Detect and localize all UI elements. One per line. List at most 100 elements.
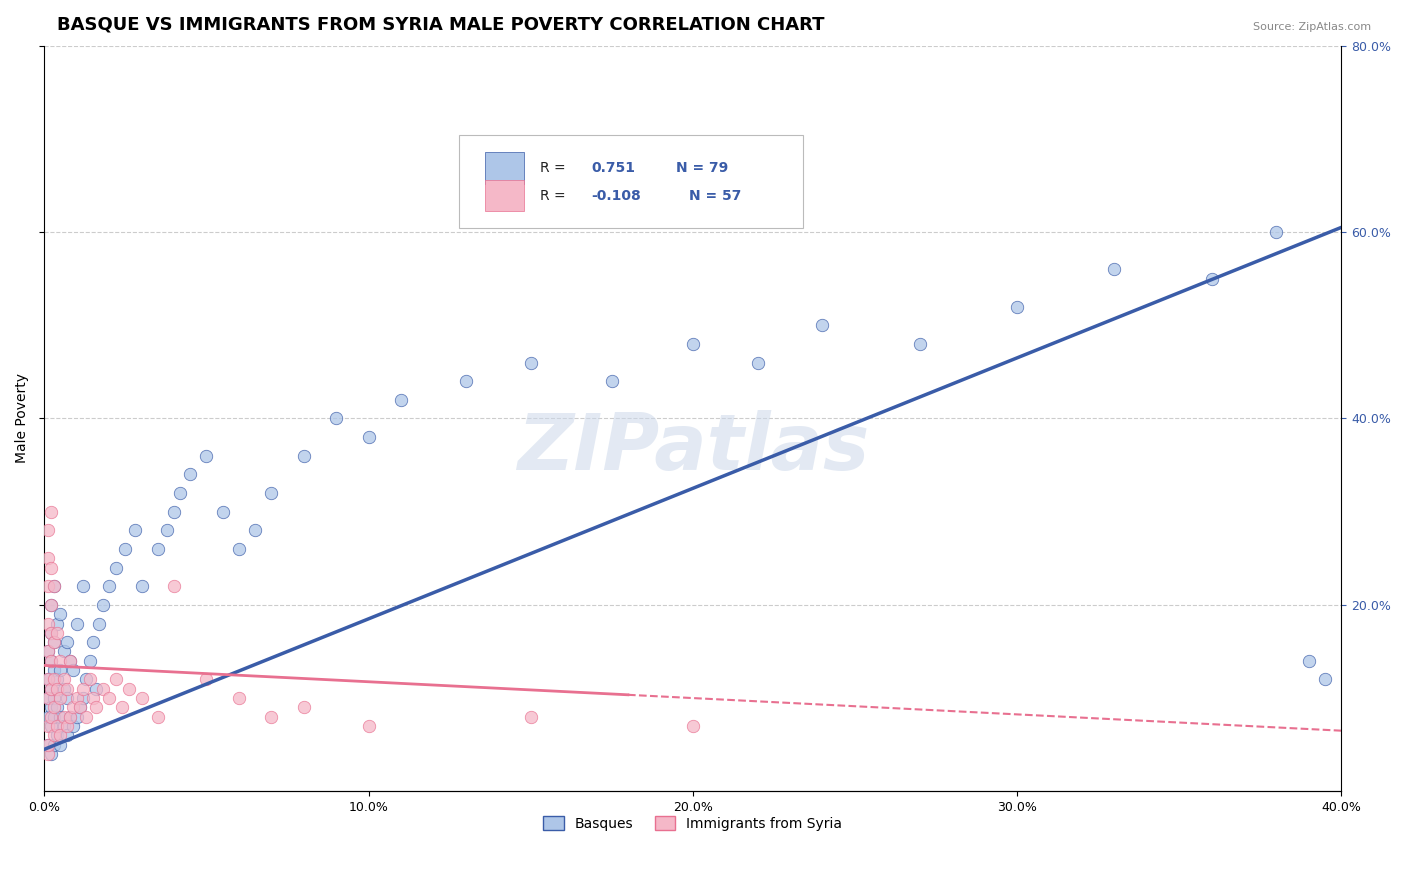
Point — [69, 700, 91, 714]
Point — [39, 709, 62, 723]
Point — [49, 654, 72, 668]
Point — [75, 673, 97, 687]
Point — [111, 700, 134, 714]
Point — [163, 579, 186, 593]
Point — [292, 449, 315, 463]
Point — [124, 524, 146, 538]
Point — [37, 691, 59, 706]
Point — [179, 467, 201, 482]
Point — [75, 709, 97, 723]
Point — [195, 449, 218, 463]
Point — [49, 663, 72, 677]
Point — [37, 524, 59, 538]
Point — [131, 691, 153, 706]
Point — [39, 700, 62, 714]
Point — [37, 551, 59, 566]
Point — [39, 625, 62, 640]
Point — [37, 738, 59, 752]
Text: N = 57: N = 57 — [689, 188, 741, 202]
Point — [42, 663, 65, 677]
Point — [357, 719, 380, 733]
Text: -0.108: -0.108 — [592, 188, 641, 202]
Text: ZIPatlas: ZIPatlas — [516, 410, 869, 486]
Point — [39, 747, 62, 761]
Text: R =: R = — [540, 161, 565, 175]
Point — [1201, 271, 1223, 285]
Point — [37, 691, 59, 706]
Point — [39, 681, 62, 696]
Point — [72, 681, 94, 696]
Point — [42, 579, 65, 593]
Point — [1265, 225, 1288, 239]
Point — [37, 644, 59, 658]
Point — [519, 709, 541, 723]
Point — [39, 625, 62, 640]
Point — [146, 541, 169, 556]
Point — [39, 598, 62, 612]
Point — [59, 709, 82, 723]
Point — [114, 541, 136, 556]
Point — [519, 355, 541, 369]
Point — [39, 681, 62, 696]
Point — [79, 654, 101, 668]
Point — [42, 700, 65, 714]
FancyBboxPatch shape — [485, 153, 524, 184]
Point — [600, 374, 623, 388]
Point — [62, 700, 84, 714]
Point — [292, 700, 315, 714]
Point — [42, 738, 65, 752]
Point — [72, 579, 94, 593]
Y-axis label: Male Poverty: Male Poverty — [15, 374, 30, 464]
Point — [39, 505, 62, 519]
Point — [46, 719, 69, 733]
Point — [46, 700, 69, 714]
Point — [211, 505, 233, 519]
Point — [49, 691, 72, 706]
Point — [56, 719, 79, 733]
Point — [59, 654, 82, 668]
Point — [49, 607, 72, 622]
Point — [46, 625, 69, 640]
Point — [42, 579, 65, 593]
Point — [98, 579, 121, 593]
Point — [39, 598, 62, 612]
Point — [1313, 673, 1336, 687]
Text: Source: ZipAtlas.com: Source: ZipAtlas.com — [1253, 22, 1371, 32]
Point — [42, 691, 65, 706]
Point — [169, 486, 191, 500]
FancyBboxPatch shape — [460, 136, 803, 228]
Point — [908, 337, 931, 351]
Point — [89, 616, 111, 631]
Point — [56, 728, 79, 742]
Point — [59, 709, 82, 723]
Point — [37, 579, 59, 593]
Point — [811, 318, 834, 333]
Point — [131, 579, 153, 593]
Point — [46, 681, 69, 696]
Point — [56, 635, 79, 649]
Point — [52, 644, 75, 658]
Point — [39, 560, 62, 574]
Point — [56, 691, 79, 706]
Point — [1298, 654, 1320, 668]
Text: BASQUE VS IMMIGRANTS FROM SYRIA MALE POVERTY CORRELATION CHART: BASQUE VS IMMIGRANTS FROM SYRIA MALE POV… — [58, 15, 825, 33]
Point — [682, 719, 704, 733]
Point — [52, 681, 75, 696]
Point — [72, 691, 94, 706]
Point — [37, 673, 59, 687]
Point — [56, 681, 79, 696]
Point — [49, 709, 72, 723]
Point — [37, 644, 59, 658]
Point — [39, 719, 62, 733]
Point — [49, 738, 72, 752]
Point — [325, 411, 347, 425]
Legend: Basques, Immigrants from Syria: Basques, Immigrants from Syria — [537, 811, 848, 837]
Point — [156, 524, 179, 538]
Point — [66, 709, 89, 723]
Point — [163, 505, 186, 519]
Point — [243, 524, 266, 538]
Point — [228, 691, 250, 706]
Point — [389, 392, 412, 407]
Point — [42, 635, 65, 649]
Point — [195, 673, 218, 687]
